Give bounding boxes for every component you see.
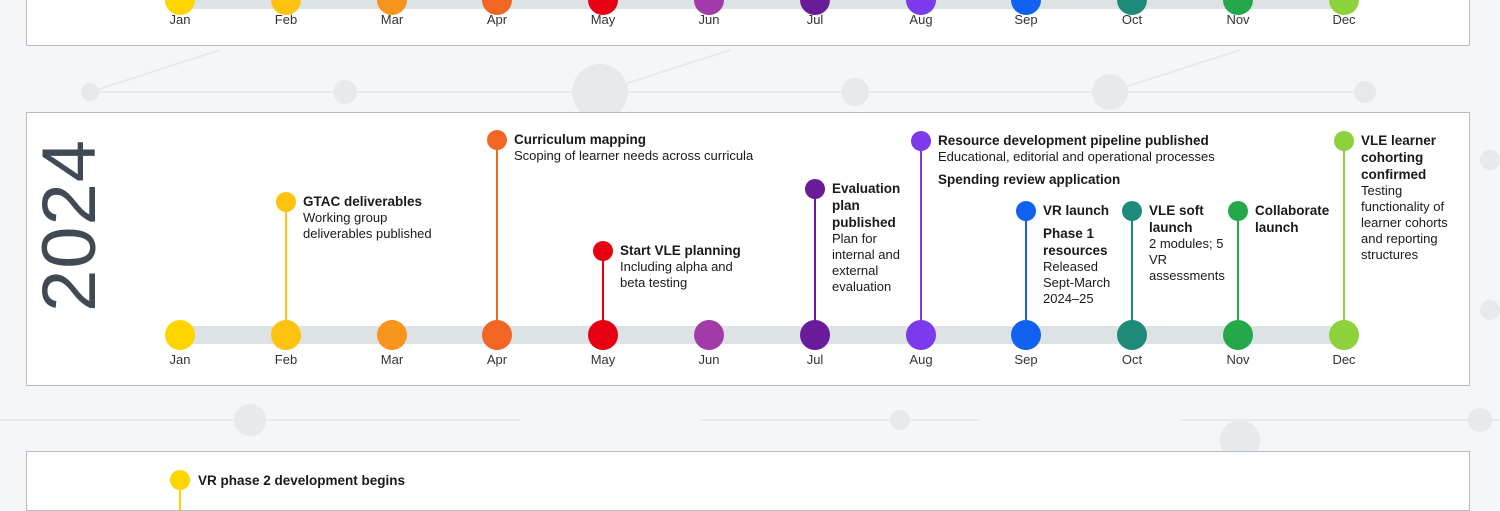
event-title: VLE learner cohorting confirmed <box>1361 133 1437 182</box>
previous-year-month-dot-sep <box>1011 0 1041 15</box>
previous-year-month-dot-jun <box>694 0 724 15</box>
event-label-start-vle-planning: Start VLE planning Including alpha and be… <box>620 242 760 291</box>
previous-year-month-label-nov: Nov <box>1226 12 1250 27</box>
event-stem-vle-soft-launch <box>1131 211 1133 335</box>
next-year-event-pin <box>170 470 190 490</box>
month-label-may: May <box>590 352 616 367</box>
event-subtitle: Phase 1 resources <box>1043 226 1108 258</box>
month-label-mar: Mar <box>380 352 404 367</box>
previous-year-month-dot-feb <box>271 0 301 15</box>
event-pin-evaluation-plan-published <box>805 179 825 199</box>
previous-year-month-label-sep: Sep <box>1014 12 1038 27</box>
event-title: Start VLE planning <box>620 243 741 258</box>
previous-year-month-label-mar: Mar <box>380 12 404 27</box>
previous-year-month-label-jul: Jul <box>806 12 824 27</box>
event-description: Scoping of learner needs across curricul… <box>514 148 754 163</box>
year-label: 2024 <box>27 138 113 312</box>
event-title: VR launch <box>1043 203 1110 218</box>
event-stem-evaluation-plan-published <box>814 189 816 335</box>
event-title: Collaborate launch <box>1255 203 1330 235</box>
previous-year-month-label-oct: Oct <box>1121 12 1143 27</box>
previous-year-month-label-jun: Jun <box>698 12 720 27</box>
month-label-oct: Oct <box>1121 352 1143 367</box>
event-title: Evaluation plan published <box>832 181 901 230</box>
month-label-jun: Jun <box>698 352 720 367</box>
next-year-event-stem <box>179 480 181 510</box>
event-stem-collaborate-launch <box>1237 211 1239 335</box>
previous-year-month-label-feb: Feb <box>274 12 298 27</box>
event-description: 2 modules; 5 VR assessments <box>1149 236 1225 283</box>
previous-year-month-label-jan: Jan <box>169 12 191 27</box>
month-label-nov: Nov <box>1226 352 1250 367</box>
event-description: Testing functionality of learner cohorts… <box>1361 183 1448 262</box>
event-stem-start-vle-planning <box>602 251 604 335</box>
previous-year-month-label-apr: Apr <box>486 12 508 27</box>
event-subdescription: Released Sept-March 2024–25 <box>1043 259 1111 306</box>
event-label-collaborate-launch: Collaborate launch <box>1255 202 1350 236</box>
event-title: VLE soft launch <box>1149 203 1204 235</box>
event-description: Educational, editorial and operational p… <box>938 149 1215 164</box>
timeline-track-2024 <box>180 326 1345 344</box>
event-pin-vr-launch <box>1016 201 1036 221</box>
event-label-vle-soft-launch: VLE soft launch 2 modules; 5 VR assessmen… <box>1149 202 1234 284</box>
background-network-pattern <box>0 49 1500 460</box>
previous-year-month-dot-mar <box>377 0 407 15</box>
event-pin-vle-learner-cohorting-confirmed <box>1334 131 1354 151</box>
month-dot-jun <box>694 320 724 350</box>
previous-year-month-dot-jul <box>800 0 830 15</box>
previous-year-month-label-may: May <box>590 12 616 27</box>
previous-year-month-dot-jan <box>165 0 195 15</box>
event-subtitle: Spending review application <box>938 172 1121 187</box>
previous-year-month-label-dec: Dec <box>1332 12 1356 27</box>
month-dot-mar <box>377 320 407 350</box>
event-pin-collaborate-launch <box>1228 201 1248 221</box>
event-stem-vr-launch <box>1025 211 1027 335</box>
event-stem-resource-development-pipeline-published <box>920 141 922 335</box>
month-label-apr: Apr <box>486 352 508 367</box>
event-label-vle-learner-cohorting-confirmed: VLE learner cohorting confirmed Testing f… <box>1361 132 1456 263</box>
next-year-event-label: VR phase 2 development begins <box>198 472 405 489</box>
event-description: Including alpha and beta testing <box>620 259 733 290</box>
event-pin-curriculum-mapping <box>487 130 507 150</box>
previous-year-month-dot-oct <box>1117 0 1147 15</box>
event-description: Plan for internal and external evaluatio… <box>832 231 900 294</box>
previous-year-month-label-aug: Aug <box>909 12 933 27</box>
next-year-event-title: VR phase 2 development begins <box>198 473 406 488</box>
month-dot-jan <box>165 320 195 350</box>
event-pin-gtac-deliverables <box>276 192 296 212</box>
month-label-aug: Aug <box>909 352 933 367</box>
event-title: Resource development pipeline published <box>938 133 1209 148</box>
timeline-track-previous-year <box>180 0 1345 9</box>
event-pin-vle-soft-launch <box>1122 201 1142 221</box>
previous-year-month-dot-dec <box>1329 0 1359 15</box>
month-label-sep: Sep <box>1014 352 1038 367</box>
previous-year-month-dot-may <box>588 0 618 15</box>
previous-year-month-dot-nov <box>1223 0 1253 15</box>
event-label-vr-launch: VR launch Phase 1 resources Released Sept-… <box>1043 202 1128 307</box>
event-title: GTAC deliverables <box>303 194 423 209</box>
event-stem-curriculum-mapping <box>496 140 498 335</box>
previous-year-month-dot-aug <box>906 0 936 15</box>
month-label-feb: Feb <box>274 352 298 367</box>
event-label-resource-development-pipeline-published: Resource development pipeline published E… <box>938 132 1268 188</box>
event-label-gtac-deliverables: GTAC deliverables Working group deliverab… <box>303 193 453 242</box>
event-pin-resource-development-pipeline-published <box>911 131 931 151</box>
event-label-curriculum-mapping: Curriculum mapping Scoping of learner nee… <box>514 131 774 164</box>
previous-year-month-dot-apr <box>482 0 512 15</box>
month-label-dec: Dec <box>1332 352 1356 367</box>
month-label-jan: Jan <box>169 352 191 367</box>
event-pin-start-vle-planning <box>593 241 613 261</box>
event-stem-gtac-deliverables <box>285 202 287 335</box>
event-description: Working group deliverables published <box>303 210 432 241</box>
month-label-jul: Jul <box>806 352 824 367</box>
event-label-evaluation-plan-published: Evaluation plan published Plan for intern… <box>832 180 917 295</box>
event-title: Curriculum mapping <box>514 132 647 147</box>
event-stem-vle-learner-cohorting-confirmed <box>1343 141 1345 335</box>
